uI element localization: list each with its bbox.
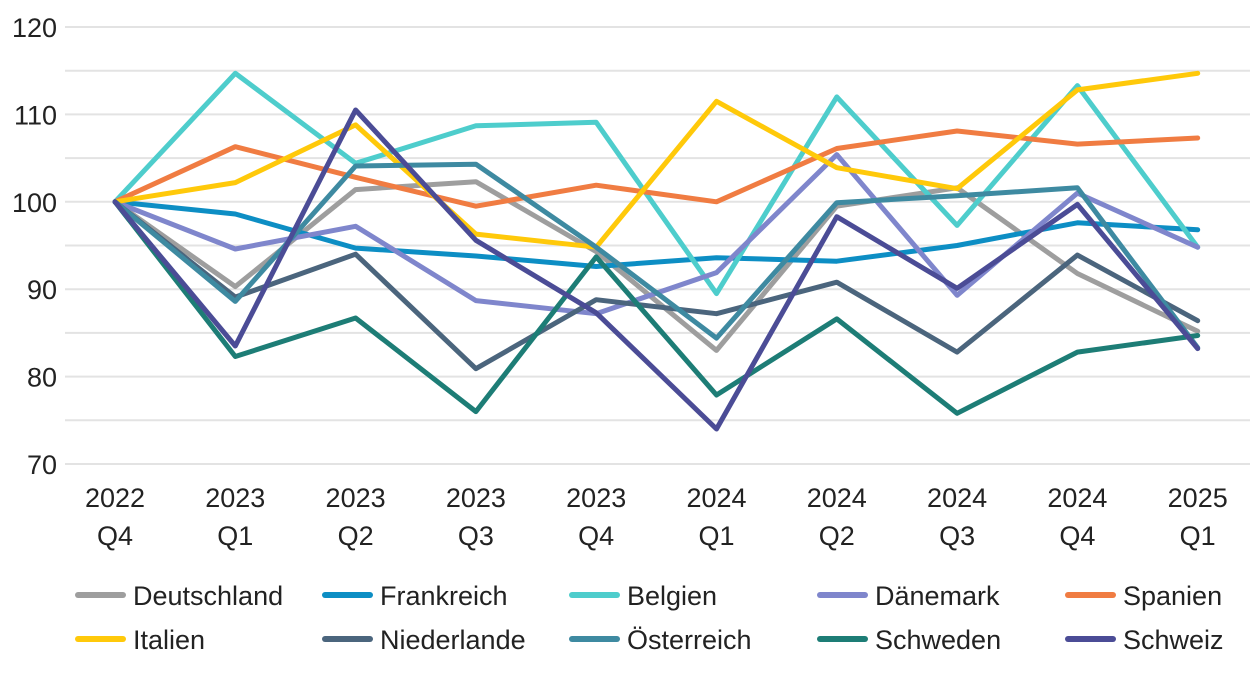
legend-label: Schweiz xyxy=(1123,625,1224,655)
x-tick-label: Q1 xyxy=(1180,521,1216,551)
x-tick-label: 2022 xyxy=(85,483,145,513)
legend-label: Italien xyxy=(133,625,205,655)
legend-label: Österreich xyxy=(627,625,752,655)
y-tick-label: 70 xyxy=(27,450,57,480)
y-tick-label: 110 xyxy=(14,100,57,130)
x-tick-label: 2024 xyxy=(927,483,987,513)
series-line-italien xyxy=(112,70,1201,250)
x-tick-label: 2023 xyxy=(566,483,626,513)
legend-label: Belgien xyxy=(627,581,717,611)
legend-label: Schweden xyxy=(875,625,1001,655)
y-tick-label: 80 xyxy=(27,363,57,393)
series-line-schweiz xyxy=(112,107,1201,432)
x-tick-label: 2024 xyxy=(686,483,746,513)
x-tick-label: Q3 xyxy=(458,521,494,551)
legend-label: Niederlande xyxy=(380,625,526,655)
y-tick-label: 90 xyxy=(27,275,57,305)
series-line-österreich xyxy=(112,161,1201,351)
legend: Deutschland Frankreich Belgien Dänemark Span… xyxy=(75,581,1224,655)
x-tick-label: Q1 xyxy=(698,521,734,551)
y-tick-label: 120 xyxy=(12,13,57,43)
x-tick-label: Q2 xyxy=(338,521,374,551)
x-tick-label: 2023 xyxy=(326,483,386,513)
series-line-belgien xyxy=(112,70,1201,297)
legend-label: Dänemark xyxy=(875,581,1000,611)
x-tick-label: 2024 xyxy=(1047,483,1107,513)
x-tick-label: Q4 xyxy=(578,521,614,551)
x-tick-label: Q2 xyxy=(819,521,855,551)
y-axis: 70 80 90 100 110 120 xyxy=(12,13,57,480)
x-tick-label: 2025 xyxy=(1168,483,1228,513)
x-tick-label: Q1 xyxy=(217,521,253,551)
legend-label: Deutschland xyxy=(133,581,283,611)
x-tick-label: Q3 xyxy=(939,521,975,551)
series-line-spanien xyxy=(112,128,1201,209)
x-axis: 2022 Q4 2023 Q1 2023 Q2 2023 Q3 2023 Q4 2024 Q1 2024… xyxy=(85,483,1228,551)
series-line-schweden xyxy=(112,199,1201,416)
series-line-niederlande xyxy=(112,199,1201,372)
x-tick-label: Q4 xyxy=(97,521,133,551)
x-tick-label: 2023 xyxy=(205,483,265,513)
x-tick-label: 2023 xyxy=(446,483,506,513)
x-tick-label: Q4 xyxy=(1059,521,1095,551)
legend-label: Spanien xyxy=(1123,581,1222,611)
y-tick-label: 100 xyxy=(12,188,57,218)
x-tick-label: 2024 xyxy=(807,483,867,513)
legend-label: Frankreich xyxy=(380,581,508,611)
series-lines xyxy=(112,70,1201,432)
